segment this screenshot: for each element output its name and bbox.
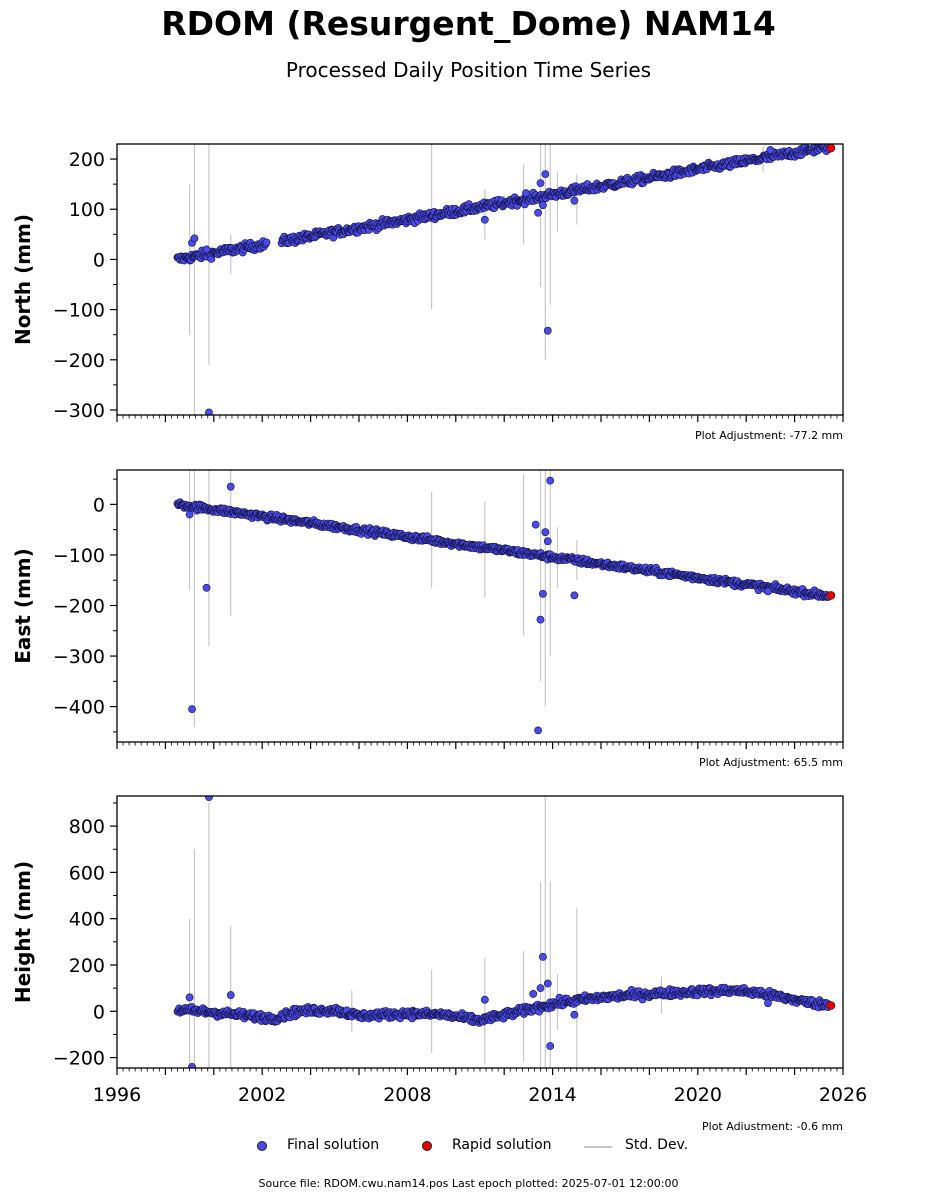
- panel-1: −300 −200 −100 0 100 200 North (mm) Plot Adjust…: [11, 143, 844, 442]
- y-tick-label: 100: [69, 199, 105, 221]
- final-point: [570, 196, 579, 205]
- final-point: [202, 245, 211, 254]
- final-point: [541, 528, 550, 537]
- std-line-icon: [584, 1146, 612, 1148]
- y-tick-label: 0: [93, 1001, 105, 1023]
- y-tick-label: −300: [53, 400, 105, 422]
- y-tick-label: 200: [69, 149, 105, 171]
- final-point: [185, 510, 194, 519]
- y-tick-label: 0: [93, 494, 105, 516]
- plot-area: [173, 796, 836, 1068]
- final-point: [543, 326, 552, 335]
- final-point: [188, 705, 196, 714]
- legend-final-label: Final solution: [287, 1137, 380, 1153]
- final-point: [480, 215, 489, 224]
- plot-adjustment-label: Plot Adjustment: -0.6 mm: [702, 1120, 843, 1130]
- final-point: [764, 587, 772, 596]
- final-point: [539, 952, 547, 961]
- final-point: [543, 979, 552, 988]
- y-tick-label: −400: [53, 697, 105, 719]
- final-point: [570, 591, 579, 600]
- final-point: [190, 234, 199, 243]
- final-point: [536, 179, 545, 188]
- legend-rapid-label: Rapid solution: [452, 1137, 552, 1153]
- final-marker-icon: [257, 1141, 267, 1151]
- final-point: [202, 583, 211, 592]
- final-point: [536, 615, 545, 624]
- final-point: [546, 1042, 555, 1050]
- rapid-marker-icon: [422, 1141, 432, 1151]
- y-tick-label: 200: [69, 955, 105, 977]
- legend: Final solution Rapid solution Std. Dev.: [0, 1137, 937, 1157]
- final-point: [188, 1062, 196, 1068]
- x-tick-label: 1996: [93, 1084, 141, 1106]
- y-tick-label: 800: [69, 816, 105, 838]
- y-tick-label: 600: [69, 862, 105, 884]
- final-point: [570, 1010, 579, 1019]
- final-point: [534, 726, 542, 735]
- time-series-figure: −300 −200 −100 0 100 200 North (mm) Plot Adjust…: [11, 143, 867, 1130]
- x-tick-label: 2008: [383, 1084, 431, 1106]
- plot-area: [173, 470, 836, 735]
- final-point: [205, 408, 213, 415]
- panel-3: −200 0 200 400 600 800 1996 2002 2008 2014 2020 202…: [11, 795, 867, 1130]
- panel-2: −400 −300 −200 −100 0 East (mm) Plot Adjustmen…: [11, 469, 844, 769]
- x-tick-label: 2020: [674, 1084, 722, 1106]
- final-point: [205, 796, 213, 802]
- source-footer: Source file: RDOM.cwu.nam14.pos Last epo…: [258, 1177, 679, 1190]
- final-point: [539, 589, 547, 598]
- plot-area: [173, 144, 836, 415]
- y-tick-label: 0: [93, 249, 105, 271]
- y-tick-label: −200: [53, 1048, 105, 1070]
- y-axis-label: North (mm): [11, 214, 35, 345]
- y-axis-label: East (mm): [11, 548, 35, 664]
- final-point: [543, 537, 552, 546]
- y-tick-label: −200: [53, 595, 105, 617]
- y-tick-label: 400: [69, 909, 105, 931]
- x-tick-label: 2026: [819, 1084, 867, 1106]
- plot-adjustment-label: Plot Adjustment: 65.5 mm: [699, 756, 843, 769]
- final-point: [546, 476, 555, 485]
- final-point: [522, 189, 530, 198]
- final-point: [226, 991, 235, 999]
- final-point: [534, 208, 542, 217]
- y-axis-label: Height (mm): [11, 861, 35, 1003]
- rapid-point: [826, 144, 836, 153]
- y-tick-label: −100: [53, 545, 105, 567]
- chart-subtitle: Processed Daily Position Time Series: [285, 58, 652, 82]
- x-tick-label: 2002: [238, 1084, 286, 1106]
- final-point: [529, 990, 538, 998]
- plot-adjustment-label: Plot Adjustment: -77.2 mm: [695, 429, 843, 442]
- final-point: [226, 482, 235, 491]
- y-tick-label: −100: [53, 300, 105, 322]
- y-tick-label: −200: [53, 350, 105, 372]
- final-point: [531, 520, 540, 529]
- final-point: [262, 238, 271, 247]
- final-point: [766, 146, 775, 154]
- rapid-point: [826, 1001, 836, 1010]
- final-point: [541, 170, 550, 179]
- y-tick-label: −300: [53, 646, 105, 668]
- axes-frame: [116, 795, 844, 1069]
- final-point: [185, 993, 194, 1002]
- chart-title: RDOM (Resurgent_Dome) NAM14: [161, 4, 776, 43]
- final-point: [536, 984, 545, 993]
- rapid-point: [826, 591, 836, 600]
- final-point: [764, 999, 772, 1008]
- axes-frame: [116, 143, 844, 416]
- final-point: [539, 201, 547, 210]
- legend-std-label: Std. Dev.: [625, 1137, 689, 1153]
- x-tick-label: 2014: [528, 1084, 576, 1106]
- final-point: [480, 995, 489, 1004]
